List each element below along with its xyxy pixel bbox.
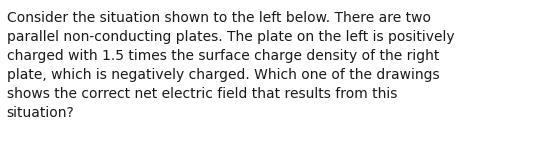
Text: Consider the situation shown to the left below. There are two
parallel non-condu: Consider the situation shown to the left… xyxy=(7,11,454,120)
